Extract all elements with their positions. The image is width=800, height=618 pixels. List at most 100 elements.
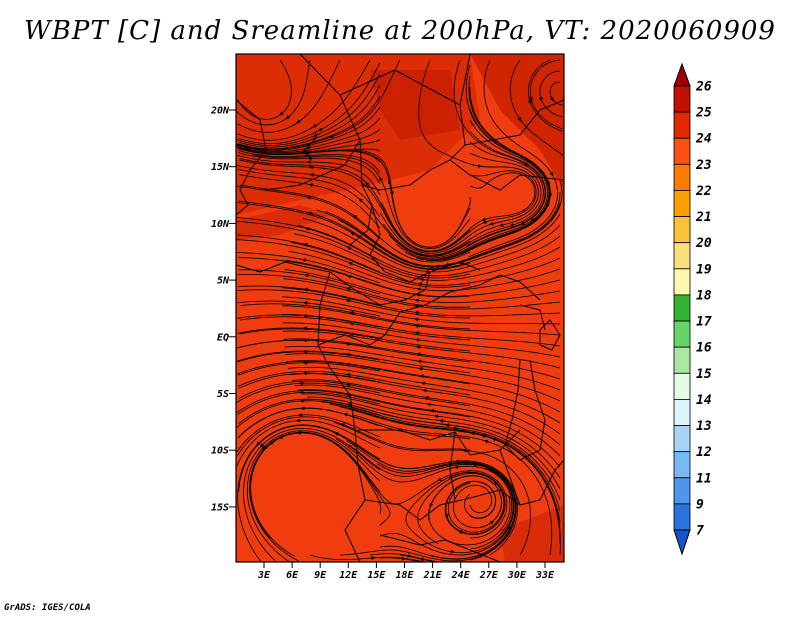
streamline-arrow (546, 202, 550, 208)
streamline-arrow (420, 381, 427, 386)
streamline-arrow (310, 139, 317, 144)
streamline-arrow (350, 231, 356, 236)
latitude-label: 10N (211, 219, 230, 230)
streamline (237, 234, 381, 273)
streamline-arrow (303, 242, 309, 247)
longitude-label: 15E (367, 570, 386, 581)
streamline-arrow (491, 437, 498, 442)
streamline (237, 274, 471, 308)
streamline-arrow (345, 342, 352, 347)
colorbar-label: 7 (696, 524, 704, 539)
streamline-arrow (346, 246, 353, 251)
colorbar-swatch (673, 425, 691, 453)
latitude-label: 20N (210, 106, 230, 117)
latitude-label: 15S (211, 502, 229, 513)
colorbar-label: 12 (696, 445, 712, 460)
streamline (239, 174, 381, 229)
streamline (236, 252, 381, 284)
streamline-arrow (349, 310, 356, 315)
streamlines (236, 59, 564, 562)
streamline-arrow (415, 292, 422, 297)
map-frame (235, 53, 565, 563)
streamline-arrow (414, 330, 421, 335)
streamline-arrow (461, 429, 467, 434)
colorbar-label: 9 (696, 497, 704, 512)
longitude-label: 21E (423, 570, 443, 581)
streamline-arrow (312, 123, 318, 128)
colorbar-label: 18 (696, 288, 712, 303)
colorbar-label: 25 (695, 106, 712, 121)
streamline-arrow (296, 119, 302, 124)
streamline (238, 380, 471, 407)
streamline-arrow (427, 402, 434, 407)
streamline (238, 257, 471, 298)
streamline-arrow (358, 198, 364, 203)
streamline-arrow (448, 549, 455, 554)
colorbar-top-arrow (673, 62, 691, 87)
streamline-arrow (328, 134, 335, 139)
wbpt-shade-patch (430, 372, 460, 392)
streamline-arrow (345, 298, 352, 303)
latitude-label: 10S (211, 446, 229, 457)
streamline-arrow (304, 273, 311, 278)
streamline (236, 128, 381, 153)
streamline-arrow (529, 95, 533, 102)
streamline-arrow (279, 111, 285, 116)
latitude-label: EQ (217, 332, 229, 343)
colorbar-swatch (673, 477, 691, 505)
streamline-arrow (477, 554, 484, 558)
streamline-arrow (311, 136, 318, 141)
colorbar-label: 13 (696, 419, 712, 434)
streamline-arrow (483, 439, 490, 444)
colorbar-label: 14 (696, 393, 712, 408)
streamline (237, 59, 341, 133)
longitude-label: 9E (314, 570, 327, 581)
streamline-arrow (414, 310, 421, 315)
streamline-arrow (419, 557, 426, 562)
streamline-arrow (499, 222, 506, 227)
streamline-arrow (346, 274, 353, 279)
streamline-arrow (530, 217, 536, 222)
streamline-arrow (349, 332, 356, 337)
streamline-arrow (549, 95, 554, 102)
streamline-arrow (452, 426, 459, 431)
latitude-label: 5N (217, 276, 230, 287)
colorbar-label: 24 (695, 132, 712, 147)
streamline-arrow (305, 227, 312, 232)
colorbar-swatch (673, 216, 691, 244)
streamline-arrow (352, 214, 358, 219)
colorbar-label: 26 (695, 80, 712, 95)
streamline-arrow (415, 337, 422, 342)
streamline-arrow (379, 176, 384, 183)
streamline (236, 382, 381, 403)
colorbar-label: 11 (696, 471, 712, 486)
streamline-arrow (309, 172, 316, 177)
streamline-arrow (434, 414, 441, 419)
streamline-arrow (416, 352, 423, 357)
colorbar-swatch (673, 372, 691, 400)
streamline-arrow (345, 352, 352, 357)
colorbar-swatch (673, 399, 691, 426)
streamline-arrow (481, 217, 488, 222)
streamline-arrow (301, 148, 308, 153)
streamline-arrow (417, 282, 424, 287)
streamline (399, 554, 436, 562)
streamline-arrow (549, 171, 554, 177)
streamline-arrow (538, 95, 543, 102)
streamline (539, 70, 563, 118)
streamline-arrow (416, 287, 423, 292)
streamline-arrow (365, 181, 370, 187)
wbpt-shade-south (500, 505, 564, 562)
colorbar: 26 25 24 23 22 21 20 19 18 17 16 15 14 13 12 11 9 7 (673, 62, 712, 556)
streamline (236, 289, 470, 319)
streamline-arrow (458, 529, 464, 534)
latitude-label: 5S (217, 389, 229, 400)
colorbar-swatch (673, 163, 691, 191)
longitude-label: 33E (535, 570, 555, 581)
streamline (237, 154, 381, 196)
latitude-label: 15N (211, 162, 230, 173)
streamline (236, 350, 471, 374)
streamline (236, 220, 471, 279)
colorbar-swatch (673, 85, 691, 113)
streamline-arrow (415, 345, 422, 349)
